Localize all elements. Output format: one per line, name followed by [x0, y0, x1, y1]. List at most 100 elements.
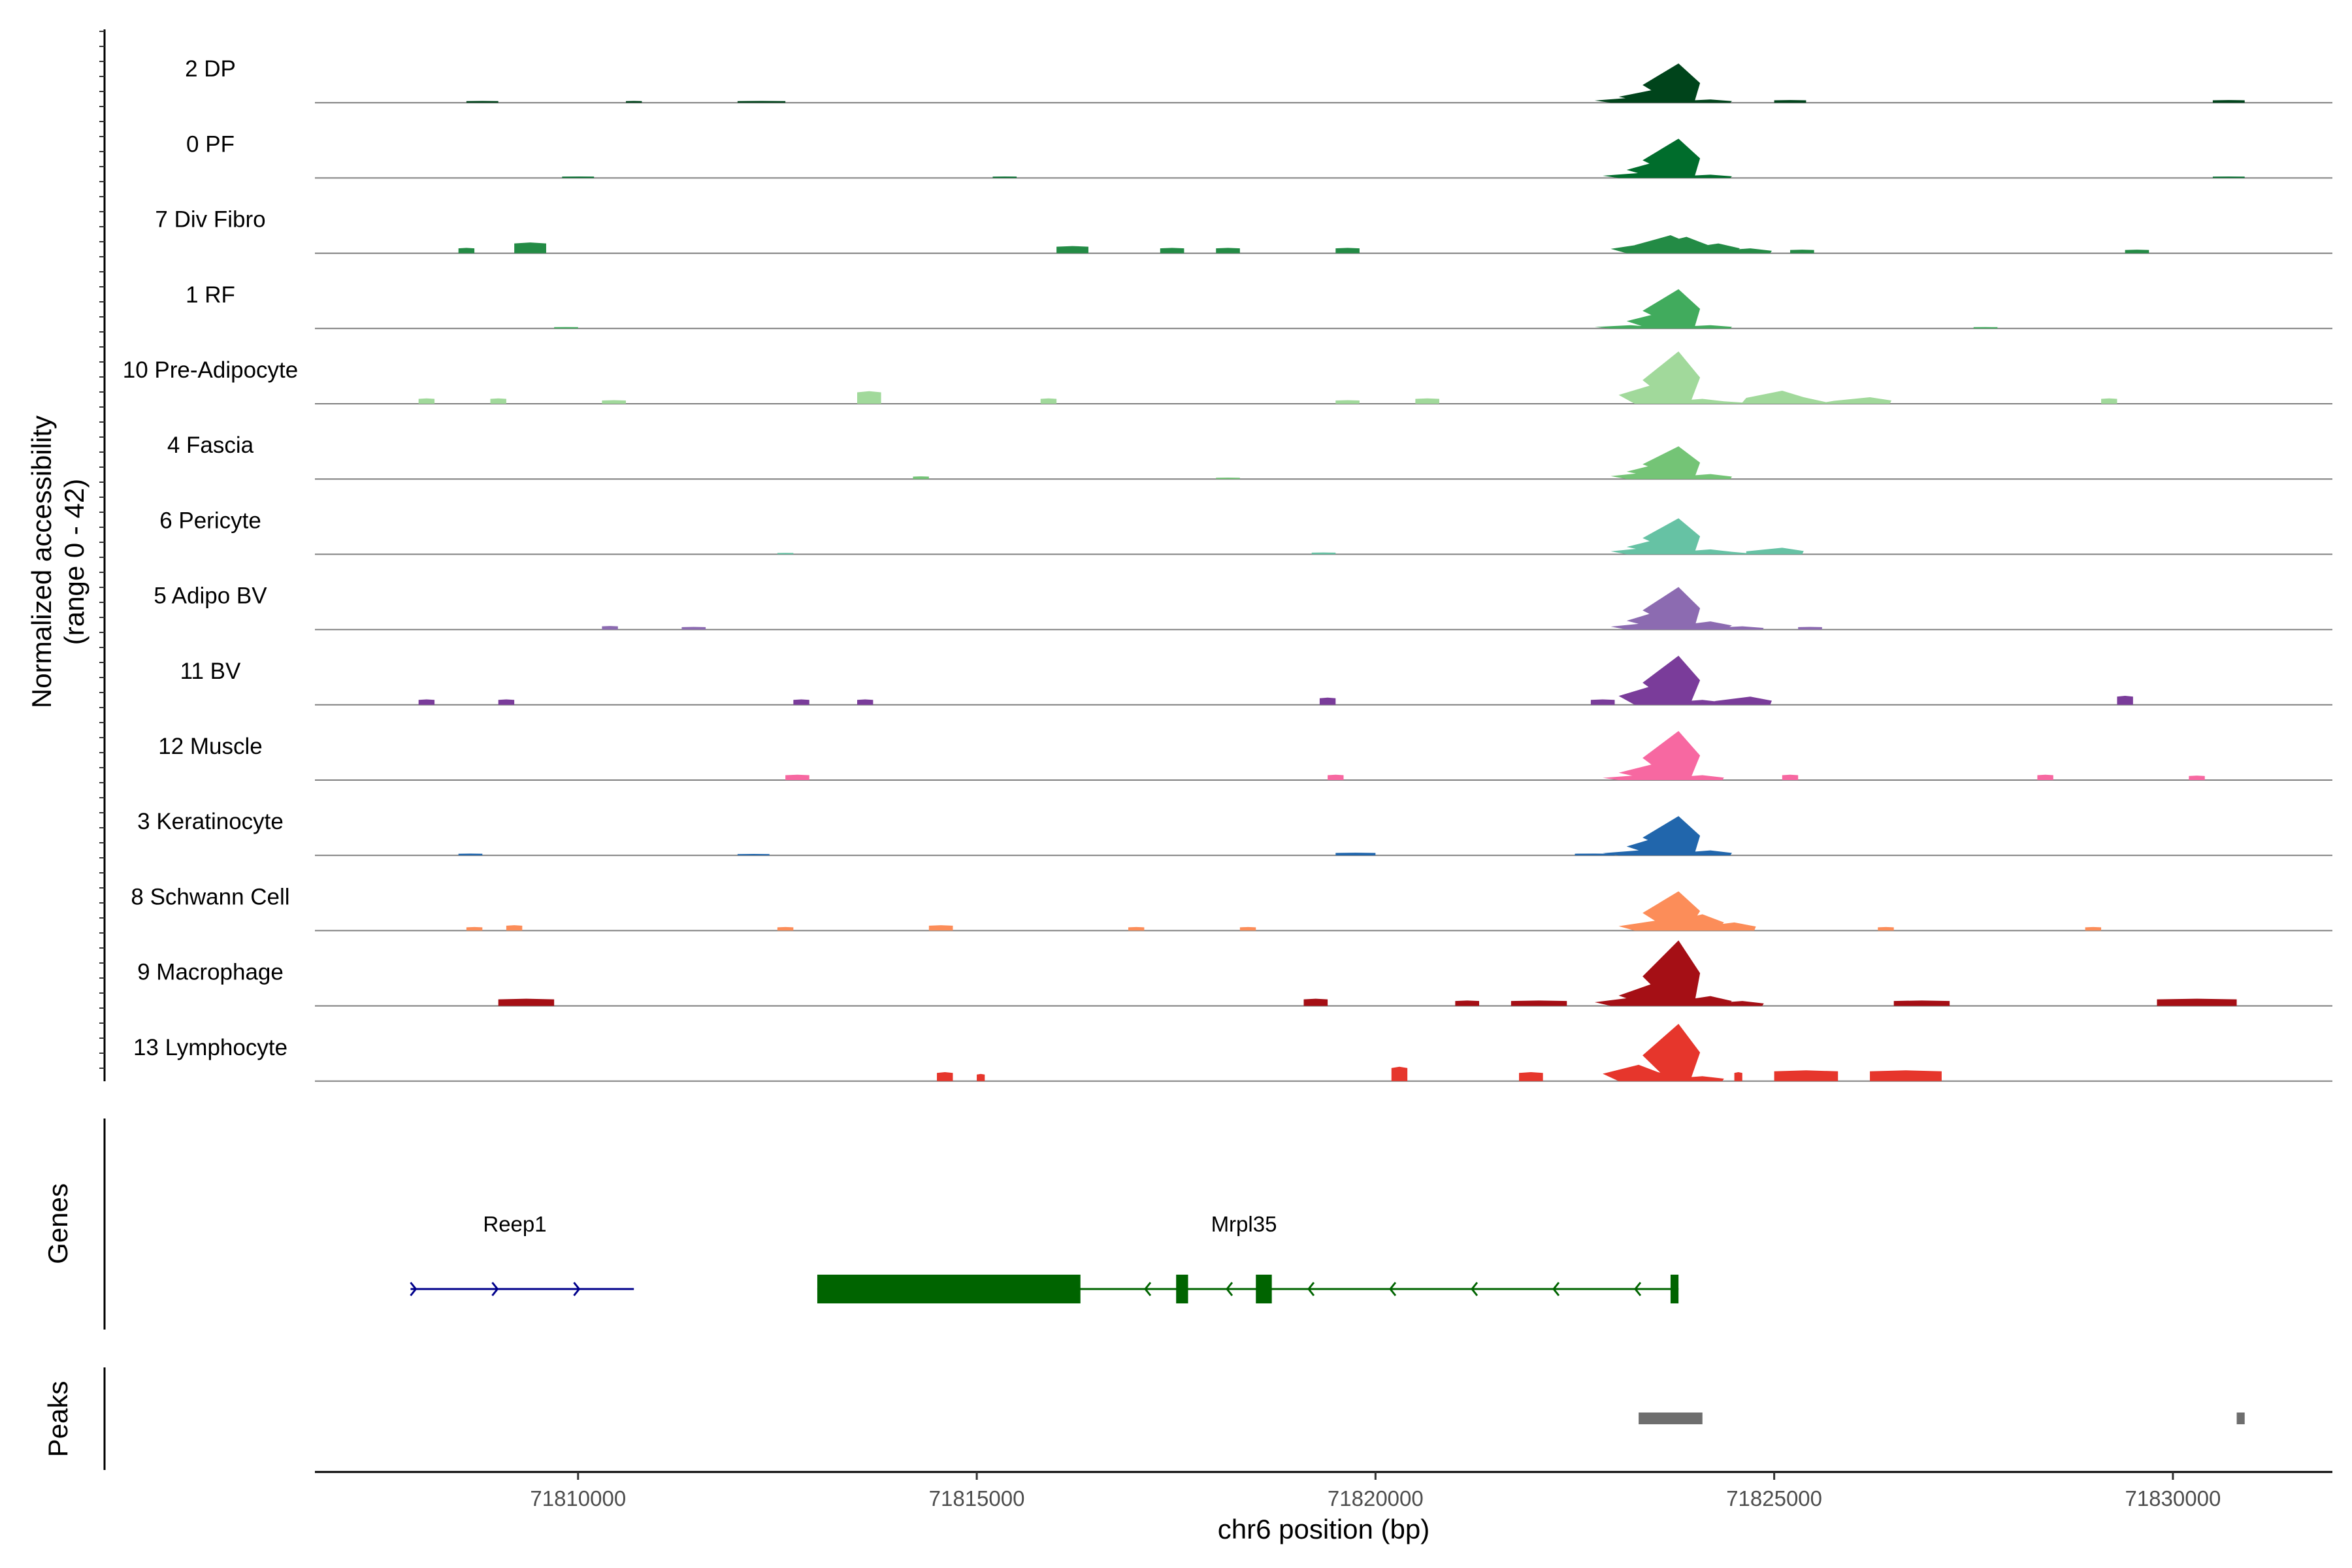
signal-bump	[2037, 774, 2053, 780]
signal-bump	[1415, 398, 1439, 404]
signal-peak	[1594, 63, 1732, 103]
signal-bump	[937, 1072, 953, 1081]
track-label: 9 Macrophage	[137, 960, 284, 985]
signal-bump	[777, 926, 794, 931]
signal-bump	[913, 476, 929, 480]
strand-arrow	[1471, 1282, 1478, 1296]
gene-exon	[1670, 1275, 1679, 1303]
track-label: 4 Fascia	[167, 433, 254, 458]
track-1: 2 DP	[185, 56, 2332, 104]
signal-bump	[857, 699, 874, 705]
signal-peak	[1618, 655, 1772, 705]
signal-peak	[1618, 351, 1892, 404]
gene-label: Mrpl35	[1211, 1212, 1277, 1236]
gene-mrpl35: Mrpl35	[817, 1212, 1679, 1303]
track-label: 10 Pre-Adipocyte	[123, 357, 298, 383]
track-13: 9 Macrophage	[137, 940, 2332, 1007]
signal-bump	[506, 925, 523, 931]
track-label: 3 Keratinocyte	[137, 809, 284, 834]
x-tick-label: 71830000	[2125, 1486, 2221, 1511]
signal-peak	[1603, 1024, 1724, 1081]
signal-bump	[1319, 697, 1336, 705]
signal-bump	[1056, 246, 1088, 253]
peak-region	[2236, 1413, 2245, 1424]
x-tick-label: 71820000	[1328, 1486, 1424, 1511]
y-axis-subtitle: (range 0 - 42)	[59, 479, 90, 645]
signal-bump	[1790, 250, 1814, 253]
signal-bump	[1774, 1070, 1838, 1081]
signal-bump	[2157, 998, 2237, 1006]
track-label: 6 Pericyte	[159, 508, 261, 533]
signal-peak	[1610, 235, 1772, 253]
x-tick-label: 71810000	[530, 1486, 626, 1511]
signal-bump	[928, 925, 953, 931]
x-axis-ticks: 71810000 71815000 71820000 71825000 71830000	[530, 1472, 2221, 1511]
gene-annotations: Reep1 Mrpl35	[410, 1212, 1679, 1303]
signal-bump	[1335, 248, 1360, 253]
signal-bump	[1128, 926, 1145, 931]
signal-bump	[1311, 552, 1336, 555]
track-6: 4 Fascia	[167, 433, 2332, 480]
track-label: 13 Lymphocyte	[133, 1035, 287, 1060]
signal-bump	[1893, 1000, 1950, 1006]
signal-bump	[1160, 248, 1184, 253]
signal-bump	[514, 242, 546, 253]
strand-arrow	[491, 1282, 499, 1296]
y-axis-title: Normalized accessibility	[26, 416, 57, 708]
peaks-track	[1639, 1413, 2245, 1424]
signal-bump	[498, 998, 555, 1006]
track-2: 0 PF	[186, 131, 2332, 179]
track-label: 2 DP	[185, 56, 236, 82]
signal-bump	[466, 101, 498, 103]
signal-bump	[2085, 926, 2102, 931]
signal-bump	[977, 1073, 985, 1081]
signal-bump	[458, 853, 483, 856]
track-8: 5 Adipo BV	[154, 583, 2332, 630]
signal-bump	[1575, 853, 1615, 856]
signal-bump	[2212, 100, 2245, 103]
signal-peak	[1610, 587, 1764, 630]
track-label: 11 BV	[180, 659, 241, 684]
track-12: 8 Schwann Cell	[131, 884, 2332, 932]
signal-bump	[1040, 398, 1057, 404]
signal-bump	[626, 101, 642, 103]
signal-bump	[1335, 400, 1360, 404]
signal-bump	[737, 853, 770, 856]
x-tick-label: 71825000	[1726, 1486, 1822, 1511]
signal-bump	[1973, 327, 1998, 329]
track-label: 7 Div Fibro	[155, 207, 265, 233]
signal-bump	[2212, 176, 2245, 178]
signal-bump	[1216, 477, 1240, 480]
signal-bump	[1774, 100, 1806, 103]
signal-bump	[1328, 774, 1344, 780]
signal-bump	[1734, 1072, 1742, 1081]
signal-bump	[418, 398, 435, 404]
signal-bump	[857, 391, 881, 404]
peaks-panel-label: Peaks	[42, 1381, 73, 1458]
signal-bump	[1239, 926, 1256, 931]
signal-peak	[1603, 730, 1724, 780]
signal-bump	[602, 626, 618, 630]
signal-bump	[2117, 696, 2133, 705]
signal-bump	[737, 101, 786, 103]
x-axis-title: chr6 position (bp)	[1218, 1514, 1430, 1544]
peak-region	[1639, 1413, 1703, 1424]
strand-arrow	[1389, 1282, 1397, 1296]
signal-bump	[1782, 774, 1799, 780]
signal-bump	[1455, 1000, 1480, 1006]
signal-bump	[1878, 926, 1894, 931]
signal-bump	[2125, 250, 2149, 253]
strand-arrow	[1307, 1282, 1315, 1296]
signal-bump	[602, 400, 627, 404]
track-label: 5 Adipo BV	[154, 583, 267, 609]
gene-exon	[1256, 1275, 1272, 1303]
signal-bump	[498, 699, 515, 705]
signal-bump	[1391, 1066, 1408, 1081]
gene-reep1: Reep1	[410, 1212, 634, 1296]
signal-peak	[1594, 940, 1764, 1006]
signal-peak	[1603, 139, 1732, 178]
y-axis-ticks	[99, 31, 105, 1069]
track-4: 1 RF	[186, 282, 2332, 329]
signal-bump	[562, 176, 595, 178]
